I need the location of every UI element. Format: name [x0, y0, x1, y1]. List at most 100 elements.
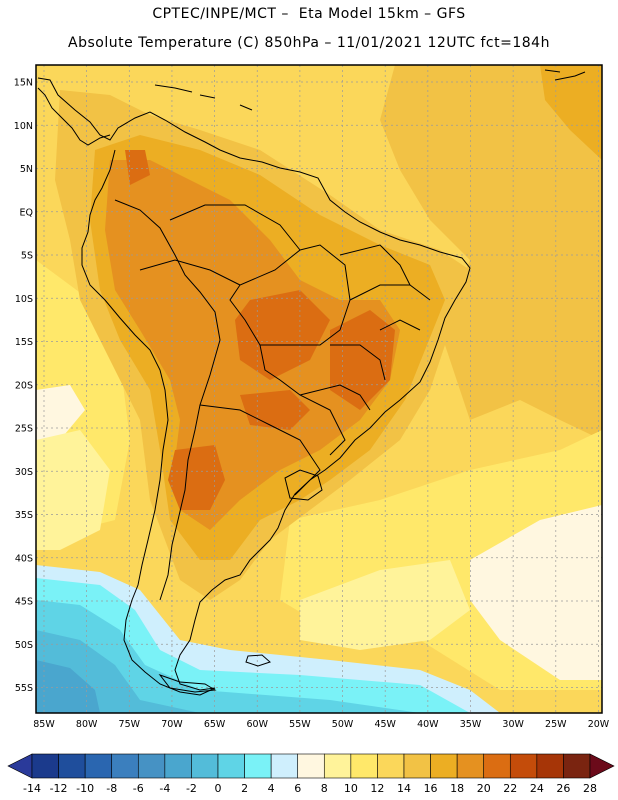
latitude-label: EQ [20, 207, 33, 218]
colorbar-label: -6 [133, 782, 144, 795]
colorbar-swatch [164, 753, 192, 779]
brazil-border [169, 204, 346, 456]
colorbar-swatch [84, 753, 113, 779]
field-land-22-south [168, 445, 225, 510]
colorbar-swatch [137, 753, 166, 779]
longitude-label: 70W [161, 719, 183, 730]
colorbar-swatch [58, 753, 86, 779]
colorbar-swatch [350, 753, 378, 779]
colorbar: -14 -12 -10 -8 -6 -4 -2 0 2 4 6 8 10 12 14 16 18 20 22 24 26… [7, 753, 615, 795]
latitude-label: 5N [20, 164, 33, 175]
longitude-label: 80W [76, 719, 98, 730]
colorbar-label: -12 [50, 782, 68, 795]
colorbar-swatch [536, 753, 564, 779]
longitude-label: 50W [332, 719, 354, 730]
colorbar-swatch [509, 753, 538, 779]
field-ne-corner [540, 65, 602, 160]
colorbar-swatch [483, 753, 511, 779]
field-pacific-8 [36, 385, 85, 440]
colorbar-swatch [217, 753, 245, 779]
longitude-label: 65W [204, 719, 226, 730]
latitude-label: 30S [15, 467, 33, 478]
longitude-label: 45W [374, 719, 396, 730]
field-land-22-central [235, 290, 330, 380]
latitude-label: 10S [15, 294, 33, 305]
colorbar-label: -14 [23, 782, 41, 795]
latitude-label: 45S [15, 597, 33, 608]
colorbar-swatch [430, 753, 458, 779]
latitude-label: 20S [15, 380, 33, 391]
longitude-label: 20W [588, 719, 610, 730]
caribbean-islands [154, 69, 586, 111]
colorbar-label: 20 [477, 782, 491, 795]
colorbar-swatch [563, 753, 591, 779]
field-pacific-10 [36, 430, 110, 550]
latitude-label: 15S [15, 337, 33, 348]
colorbar-label: 18 [450, 782, 464, 795]
colorbar-label: 0 [215, 782, 222, 795]
latitude-label: 5S [21, 251, 33, 262]
map-gridlines [36, 65, 602, 713]
map-coastlines [37, 69, 586, 696]
uruguay-border [284, 469, 323, 501]
colorbar-label: 10 [344, 782, 358, 795]
longitude-label: 75W [119, 719, 141, 730]
longitude-label: 55W [289, 719, 311, 730]
longitude-label: 85W [33, 719, 55, 730]
colorbar-label: 22 [503, 782, 517, 795]
longitude-label: 30W [502, 719, 524, 730]
latitude-labels: 15N 10N 5N EQ 5S 10S 15S 20S 25S 30S 35S 40S 45S 50S 5… [14, 78, 33, 695]
colorbar-label: 16 [424, 782, 438, 795]
colorbar-swatch [111, 753, 139, 779]
longitude-labels: 85W 80W 75W 70W 65W 60W 55W 50W 45W 40W 35W 30W 25W 2… [33, 719, 610, 730]
colorbar-under-arrow [7, 753, 33, 779]
falklands [245, 654, 271, 667]
colorbar-label: -4 [159, 782, 170, 795]
field-north-atlantic [380, 65, 602, 440]
colorbar-label: 8 [321, 782, 328, 795]
latitude-label: 25S [15, 424, 33, 435]
brazil-state-borders [299, 244, 431, 411]
temperature-field [36, 65, 602, 713]
colorbar-swatch [456, 753, 485, 779]
longitude-label: 40W [417, 719, 439, 730]
colorbar-label: 14 [397, 782, 411, 795]
longitude-label: 35W [460, 719, 482, 730]
longitude-label: 60W [247, 719, 269, 730]
colorbar-swatch [297, 753, 325, 779]
colorbar-swatch [403, 753, 431, 779]
argentina-border [199, 404, 321, 496]
colorbar-swatch [244, 753, 272, 779]
colorbar-swatch [270, 753, 299, 779]
colorbar-label: 6 [294, 782, 301, 795]
latitude-label: 55S [15, 683, 33, 694]
colorbar-swatch [377, 753, 405, 779]
latitude-label: 10N [14, 121, 33, 132]
latitude-label: 15N [14, 78, 33, 89]
colorbar-swatch [191, 753, 219, 779]
andes-borders [114, 199, 221, 601]
field-cold-minus4 [36, 660, 100, 713]
tierra-del-fuego [158, 673, 217, 693]
colorbar-label: 28 [583, 782, 597, 795]
colorbar-label: 24 [530, 782, 544, 795]
colorbar-label: 2 [241, 782, 248, 795]
latitude-label: 35S [15, 510, 33, 521]
colorbar-label: -2 [186, 782, 197, 795]
latitude-label: 50S [15, 640, 33, 651]
colorbar-over-arrow [589, 753, 615, 779]
chart-title-line1: CPTEC/INPE/MCT – Eta Model 15km – GFS [152, 6, 466, 22]
map-frame [35, 64, 603, 714]
chart-title-line2: Absolute Temperature (C) 850hPa – 11/01/… [68, 35, 550, 51]
field-south-atlantic-8 [470, 505, 602, 680]
colorbar-swatch [31, 753, 59, 779]
south-america-coastline [37, 77, 471, 696]
colorbar-label: -10 [76, 782, 94, 795]
colorbar-label: 12 [370, 782, 384, 795]
field-cold-0 [36, 600, 420, 713]
longitude-label: 25W [545, 719, 567, 730]
colorbar-label: -8 [106, 782, 117, 795]
colorbar-label: 4 [268, 782, 275, 795]
colorbar-swatch [323, 753, 352, 779]
